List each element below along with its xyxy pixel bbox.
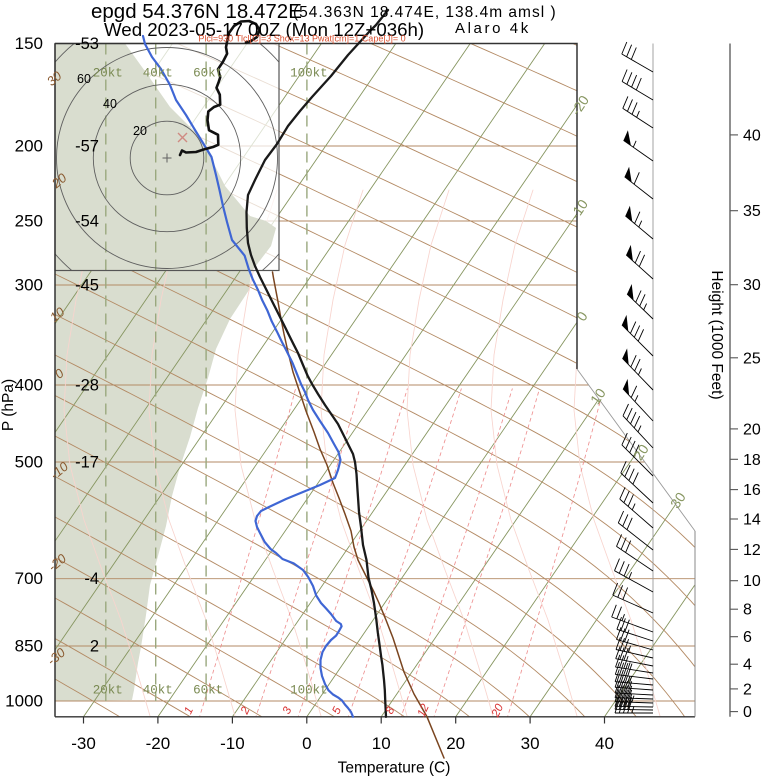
svg-text:14: 14 (743, 512, 761, 529)
svg-text:40: 40 (743, 127, 761, 144)
svg-text:60kt: 60kt (193, 67, 223, 81)
svg-text:2: 2 (743, 681, 752, 698)
svg-text:3: 3 (281, 705, 295, 716)
svg-text:40kt: 40kt (143, 67, 173, 81)
svg-text:epgd 54.376N 18.472E: epgd 54.376N 18.472E (91, 0, 302, 23)
svg-text:-30: -30 (71, 734, 96, 753)
svg-text:-20: -20 (146, 734, 171, 753)
svg-text:10: 10 (372, 734, 391, 753)
svg-text:8: 8 (743, 602, 752, 619)
svg-text:-17: -17 (75, 454, 99, 472)
svg-text:100kt: 100kt (290, 684, 328, 698)
svg-text:-10: -10 (220, 734, 245, 753)
svg-text:500: 500 (15, 453, 43, 472)
svg-text:Plcl=930 Tlcl[C]=3 Shox=13 Pwa: Plcl=930 Tlcl[C]=3 Shox=13 Pwat[cm]=1 Ca… (198, 34, 405, 44)
svg-text:20kt: 20kt (93, 67, 123, 81)
svg-text:60: 60 (77, 72, 91, 86)
svg-text:20: 20 (630, 441, 652, 463)
svg-text:6: 6 (743, 629, 752, 646)
svg-text:700: 700 (15, 569, 43, 588)
svg-text:300: 300 (15, 276, 43, 295)
svg-text:18: 18 (743, 452, 761, 469)
svg-text:850: 850 (15, 637, 43, 656)
svg-text:30: 30 (667, 489, 689, 511)
svg-text:0: 0 (743, 704, 752, 721)
svg-text:40kt: 40kt (143, 684, 173, 698)
svg-text:100kt: 100kt (290, 67, 328, 81)
svg-text:60kt: 60kt (193, 684, 223, 698)
svg-text:-28: -28 (75, 377, 99, 395)
svg-text:5: 5 (330, 705, 344, 716)
svg-text:40: 40 (595, 734, 614, 753)
svg-text:Temperature (C): Temperature (C) (338, 760, 451, 777)
svg-text:400: 400 (15, 376, 43, 395)
svg-text:12: 12 (416, 702, 433, 719)
svg-text:30: 30 (521, 734, 540, 753)
svg-text:4: 4 (743, 657, 752, 674)
svg-text:P (hPa): P (hPa) (0, 379, 17, 431)
svg-text:20: 20 (446, 734, 465, 753)
svg-text:-53: -53 (75, 35, 99, 53)
svg-text:Alaro 4k: Alaro 4k (455, 20, 531, 37)
svg-text:-45: -45 (75, 277, 99, 295)
svg-text:10: 10 (743, 573, 761, 590)
svg-text:12: 12 (743, 542, 761, 559)
svg-text:30: 30 (743, 277, 761, 294)
svg-text:10: 10 (587, 385, 609, 407)
svg-text:0: 0 (302, 734, 311, 753)
svg-text:1000: 1000 (5, 692, 43, 711)
svg-text:2: 2 (90, 638, 99, 656)
svg-text:-4: -4 (84, 570, 99, 588)
svg-text:-57: -57 (75, 138, 99, 156)
svg-text:Height (1000 Feet): Height (1000 Feet) (708, 270, 725, 399)
svg-text:20kt: 20kt (93, 684, 123, 698)
svg-text:Wed 2023-05-17 00Z (Mon 12Z+03: Wed 2023-05-17 00Z (Mon 12Z+036h) (104, 19, 424, 40)
svg-text:250: 250 (15, 212, 43, 231)
svg-text:150: 150 (15, 34, 43, 53)
svg-text:200: 200 (15, 137, 43, 156)
svg-text:16: 16 (743, 482, 761, 499)
svg-text:20: 20 (133, 124, 147, 138)
svg-text:35: 35 (743, 203, 761, 220)
svg-text:25: 25 (743, 350, 761, 367)
svg-text:20: 20 (743, 421, 761, 438)
svg-text:40: 40 (103, 97, 117, 111)
svg-text:20: 20 (489, 702, 506, 720)
svg-text:1: 1 (182, 705, 196, 716)
svg-text:8: 8 (384, 705, 398, 716)
svg-text:(54.363N 18.474E, 138.4m amsl: (54.363N 18.474E, 138.4m amsl ) (293, 4, 557, 21)
svg-text:-54: -54 (75, 213, 99, 231)
